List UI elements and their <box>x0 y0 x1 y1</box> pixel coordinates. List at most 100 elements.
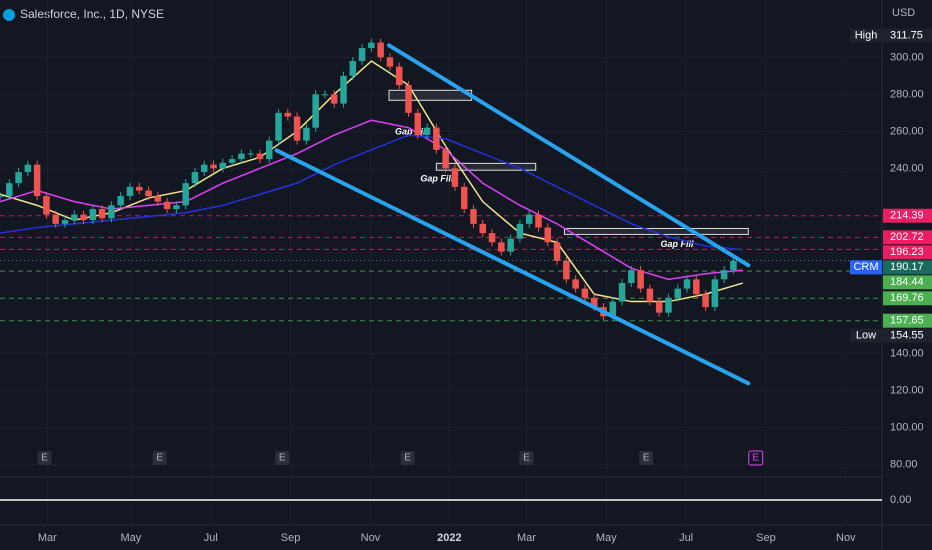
x-tick-label: Nov <box>361 532 381 544</box>
price-label-box <box>883 208 932 223</box>
y-tick-label: 80.00 <box>890 458 918 470</box>
candle <box>61 220 69 224</box>
candle <box>349 61 357 76</box>
candle <box>247 153 254 155</box>
candle <box>637 270 644 289</box>
moving-average <box>0 134 743 251</box>
price-name-box <box>850 328 882 343</box>
price-label-box <box>883 28 932 43</box>
earnings-marker <box>275 451 290 465</box>
candle <box>126 186 134 197</box>
candle <box>711 279 719 308</box>
candle <box>730 260 737 271</box>
gap-label: Gap Fill <box>395 127 429 137</box>
candle <box>516 223 524 239</box>
price-label-box <box>883 230 932 245</box>
candle <box>377 42 384 58</box>
x-tick-label: Mar <box>517 532 536 544</box>
candle <box>544 227 552 243</box>
candle <box>563 260 570 280</box>
candle <box>368 42 375 49</box>
candle <box>451 168 459 187</box>
candle <box>6 183 13 197</box>
x-tick-label: Jul <box>679 532 693 544</box>
candle <box>303 127 310 141</box>
y-tick-label: 260.00 <box>890 125 924 137</box>
candle <box>145 190 152 197</box>
candle <box>628 270 635 284</box>
candle <box>618 283 626 302</box>
candle <box>182 183 189 206</box>
y-tick-label: 100.00 <box>890 421 924 433</box>
channel-line <box>274 148 751 386</box>
channel-line <box>387 43 751 268</box>
candle <box>581 288 589 298</box>
candle <box>265 140 273 160</box>
gap-box <box>388 89 473 101</box>
candle <box>201 164 208 173</box>
x-tick-label: Mar <box>38 532 57 544</box>
candle <box>665 297 672 313</box>
candle <box>646 288 654 302</box>
gap-label: Gap Fill <box>420 174 454 184</box>
earnings-label: E <box>752 453 759 464</box>
price-label: 190.17 <box>890 261 924 273</box>
candle <box>590 297 598 308</box>
earnings-label: E <box>156 453 163 464</box>
x-tick-label: May <box>596 532 617 544</box>
y-tick-label: 0.00 <box>890 494 911 506</box>
earnings-label: E <box>523 453 530 464</box>
candle <box>442 149 449 169</box>
candle <box>210 164 217 169</box>
candle <box>535 214 542 228</box>
candle <box>507 238 514 252</box>
candle <box>655 301 663 313</box>
price-label: 214.39 <box>890 210 924 222</box>
price-name-box <box>850 28 882 43</box>
currency: USD <box>892 7 915 19</box>
gap-box <box>435 162 537 171</box>
candle <box>488 233 496 243</box>
candle <box>108 205 115 219</box>
candle <box>479 223 487 234</box>
logo <box>3 9 15 21</box>
candle <box>173 205 180 210</box>
candle <box>386 57 394 67</box>
price-name: Low <box>856 330 876 342</box>
candle <box>238 153 245 160</box>
candle <box>414 112 422 136</box>
x-tick-label: Jul <box>204 532 218 544</box>
earnings-label: E <box>643 453 650 464</box>
price-label: 154.55 <box>890 330 924 342</box>
candle <box>154 196 162 202</box>
moving-average <box>0 119 743 281</box>
candle <box>433 127 440 150</box>
candle <box>312 94 319 128</box>
candle <box>43 196 50 215</box>
price-label-box <box>883 275 932 290</box>
candle <box>80 214 87 221</box>
x-tick-label: Sep <box>281 532 301 544</box>
y-tick-label: 120.00 <box>890 384 924 396</box>
candle <box>358 48 366 62</box>
candle <box>405 85 412 113</box>
candle <box>256 153 264 160</box>
candle <box>284 112 292 117</box>
earnings-marker <box>639 451 654 465</box>
x-tick-label: May <box>121 532 142 544</box>
candle <box>395 66 403 86</box>
x-tick-label: Nov <box>836 532 856 544</box>
price-label-box <box>883 291 932 306</box>
earnings-label: E <box>279 453 286 464</box>
candle <box>340 75 347 104</box>
earnings-label: E <box>41 453 48 464</box>
price-label: 169.76 <box>890 292 924 304</box>
price-name: High <box>855 30 878 42</box>
candle <box>321 94 329 96</box>
price-label: 311.75 <box>890 30 923 42</box>
price-label: 184.44 <box>890 276 924 288</box>
price-name: CRM <box>853 261 878 273</box>
candle <box>553 242 561 261</box>
y-tick-label: 240.00 <box>890 162 924 174</box>
